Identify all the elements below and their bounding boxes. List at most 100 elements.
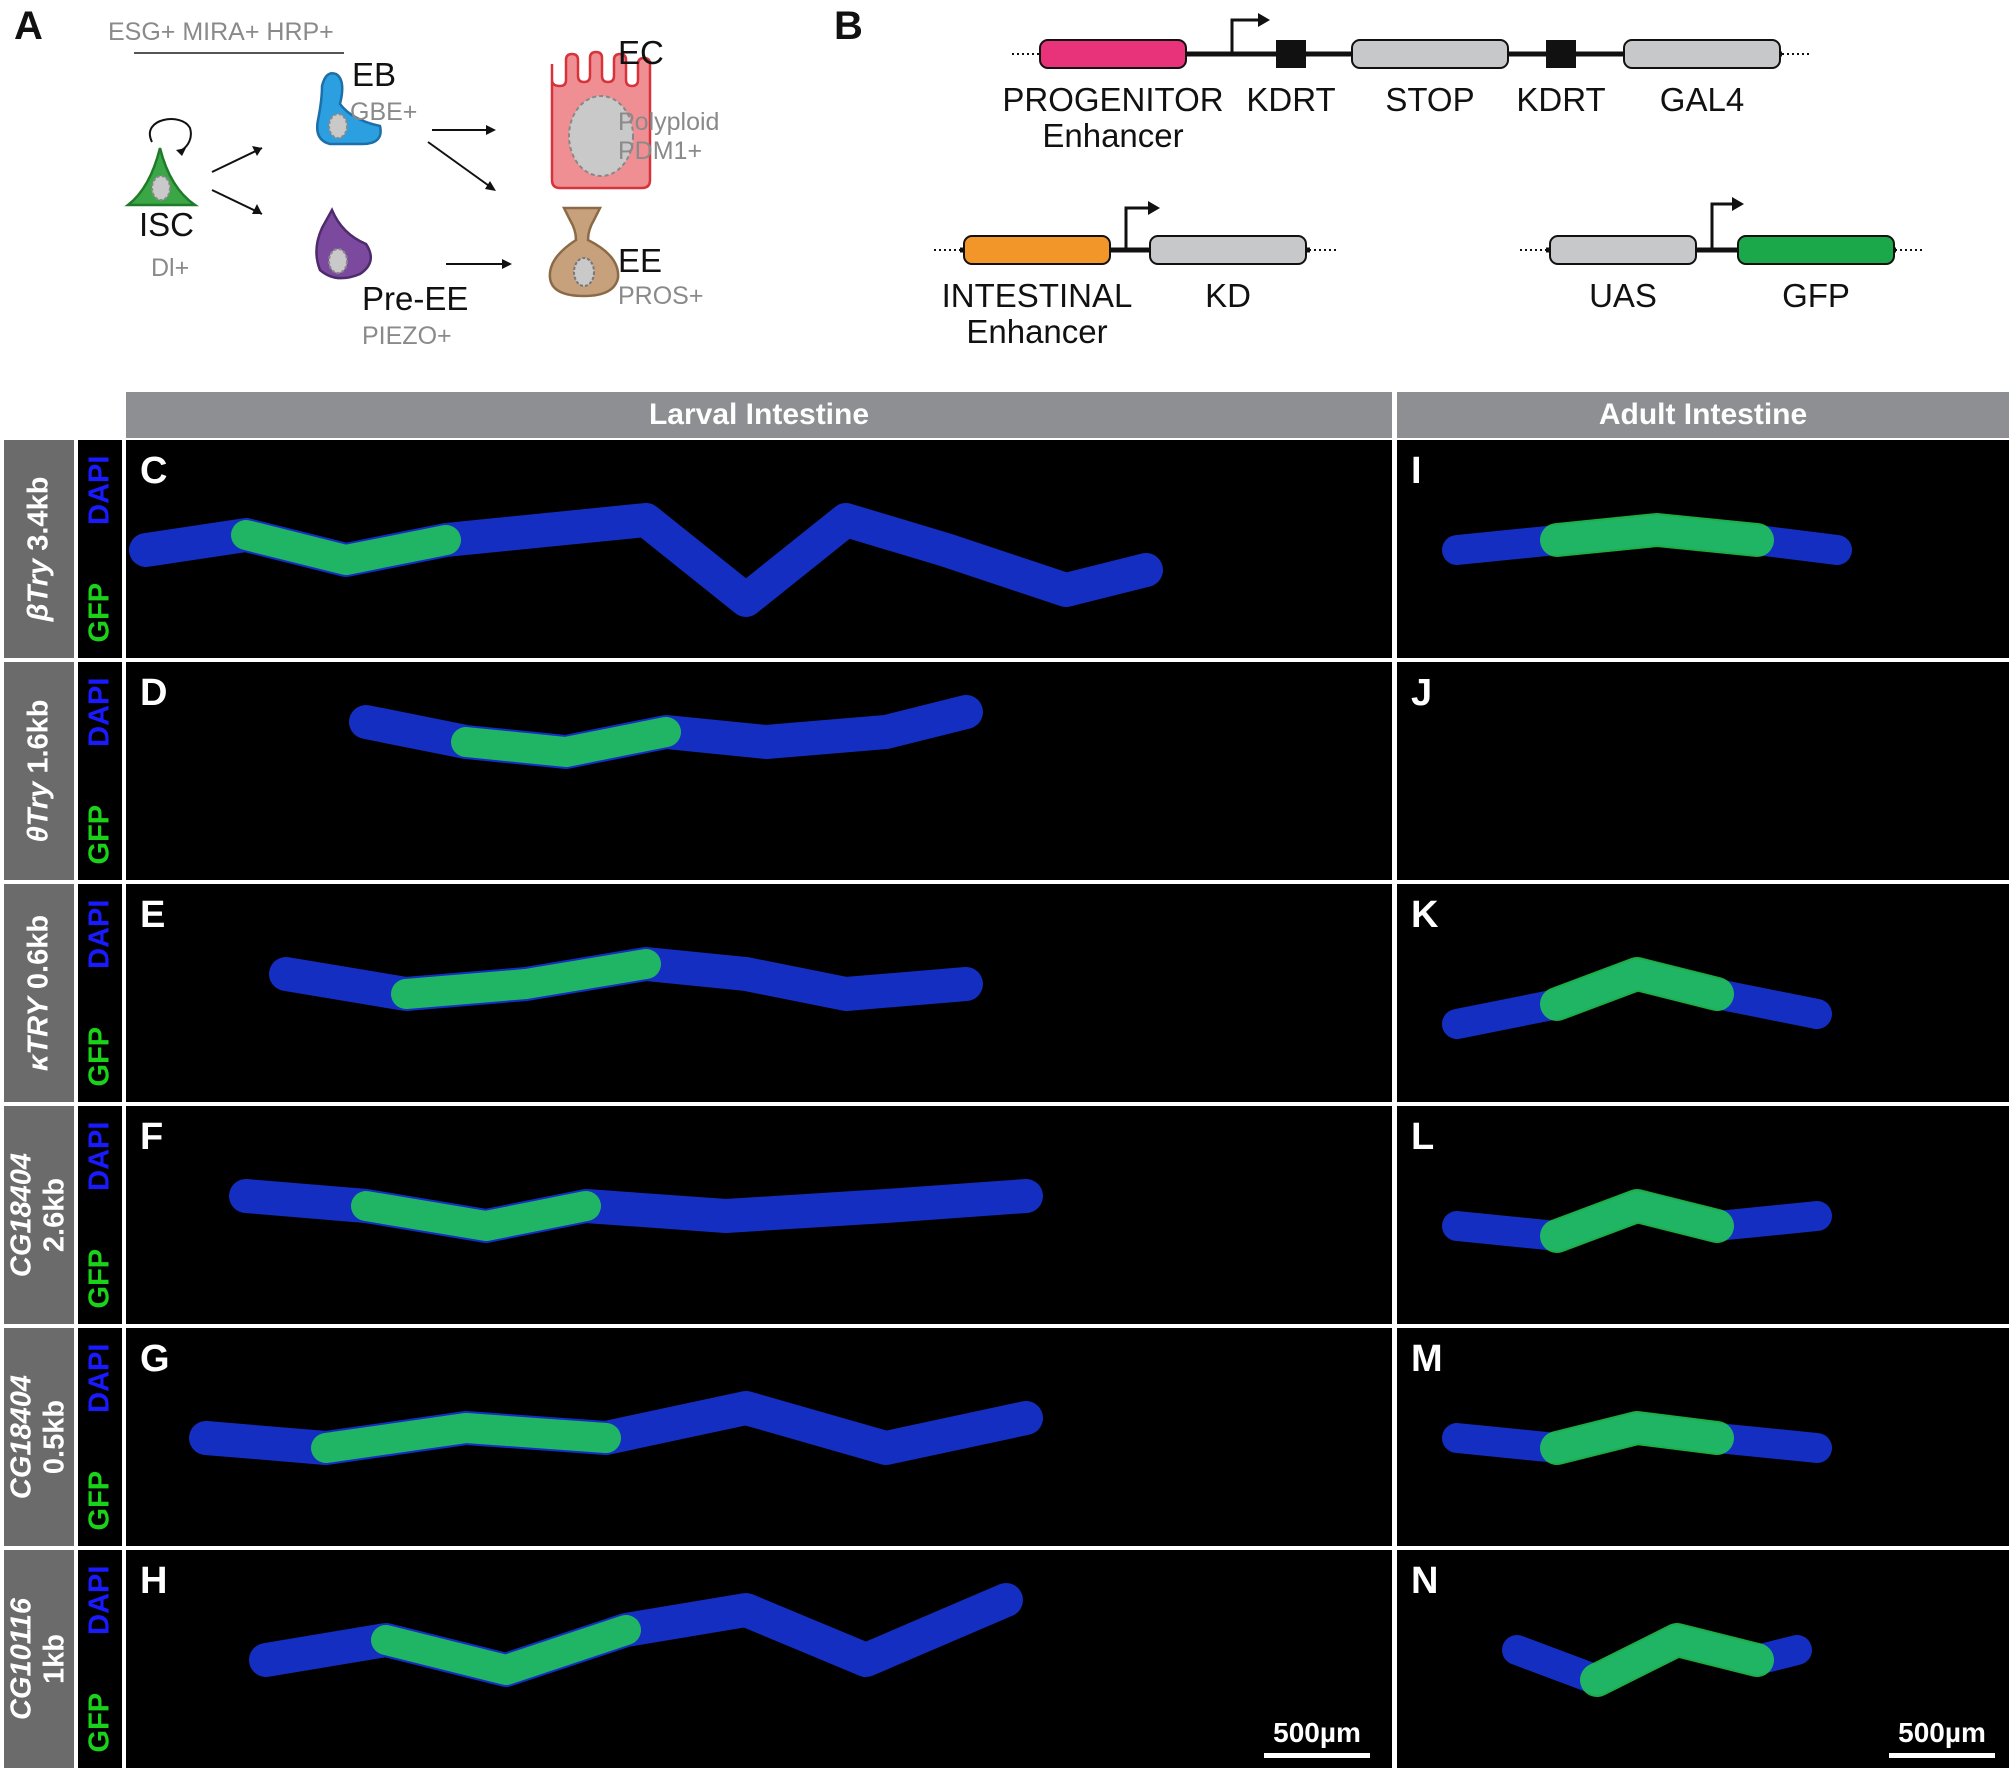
panel-letter: H	[140, 1560, 168, 1602]
gene-name: κTRY	[22, 997, 55, 1072]
channel-label: GFP DAPI	[78, 662, 122, 880]
larval-image-panel: E	[126, 884, 1392, 1102]
eb-label: EB	[352, 56, 397, 93]
progenitor-enhancer-label: PROGENITOR Enhancer	[1002, 81, 1224, 155]
adult-image-panel: J	[1397, 662, 2009, 880]
uas-box	[1549, 235, 1697, 265]
progenitor-enhancer-box	[1039, 39, 1187, 69]
dapi-channel-label: DAPI	[83, 677, 116, 747]
lineage-diagram	[124, 50, 652, 298]
panel-letter: K	[1411, 894, 1439, 936]
gene-name: CG18404	[5, 1374, 38, 1500]
gfp-channel-label: GFP	[83, 1692, 116, 1753]
ee-cell-shape	[548, 206, 620, 298]
ec-marker: Polyploid PDM1+	[618, 108, 720, 165]
larval-image-panel: F	[126, 1106, 1392, 1324]
panel-a-label: A	[14, 4, 43, 48]
intestinal-enhancer-box	[963, 235, 1111, 265]
channel-label: GFP DAPI	[78, 1328, 122, 1546]
dapi-channel-label: DAPI	[83, 1343, 116, 1413]
gfp-channel-label: GFP	[83, 582, 116, 643]
larval-header: Larval Intestine	[126, 392, 1392, 438]
ee-marker: PROS+	[618, 282, 704, 310]
dapi-channel-label: DAPI	[83, 455, 116, 525]
scale-bar-label: 500µm	[1898, 1717, 1986, 1748]
channel-label: GFP DAPI	[78, 1550, 122, 1768]
gfp-box	[1737, 235, 1895, 265]
larval-image-panel: H 500µm	[126, 1550, 1392, 1768]
kd-label: KD	[1205, 277, 1251, 314]
isc-label: ISC	[139, 206, 195, 243]
kdrt-label-1: KDRT	[1246, 81, 1336, 118]
isc-marker: Dl+	[151, 254, 190, 282]
eb-marker: GBE+	[350, 98, 418, 126]
panel-letter: J	[1411, 672, 1433, 714]
kd-box	[1149, 235, 1307, 265]
promoter-arrow-1	[1230, 18, 1262, 54]
larval-image-panel: G	[126, 1328, 1392, 1546]
row-label: θTry 1.6kb	[4, 662, 74, 880]
construct-size: 1kb	[39, 1634, 71, 1684]
ee-label: EE	[618, 242, 663, 279]
construct-size: 3.4kb	[22, 476, 55, 551]
adult-image-panel: N 500µm	[1397, 1550, 2009, 1768]
larval-image-panel: D	[126, 662, 1392, 880]
panel-letter: D	[140, 672, 168, 714]
construct-size: 1.6kb	[22, 699, 55, 774]
scale-bar: 500µm	[1889, 1717, 1995, 1758]
scale-bar-label: 500µm	[1273, 1717, 1361, 1748]
kdrt-label-2: KDRT	[1516, 81, 1606, 118]
gal4-label: GAL4	[1659, 81, 1745, 118]
construct-size: 2.6kb	[39, 1177, 71, 1253]
panel-letter: M	[1411, 1338, 1443, 1380]
stop-label: STOP	[1385, 81, 1475, 118]
panel-letter: E	[140, 894, 166, 936]
gene-name: θTry	[22, 781, 55, 843]
panel-letter: I	[1411, 450, 1422, 492]
adult-image-panel: K	[1397, 884, 2009, 1102]
panel-letter: L	[1411, 1116, 1435, 1158]
pre-ee-marker: PIEZO+	[362, 322, 452, 350]
pre-ee-label: Pre-EE	[362, 280, 469, 317]
promoter-arrow-2	[1124, 206, 1152, 250]
channel-label: GFP DAPI	[78, 884, 122, 1102]
row-label: CG10116 1kb	[4, 1550, 74, 1768]
gfp-label: GFP	[1782, 277, 1850, 314]
gene-name: βTry	[22, 558, 55, 622]
dapi-channel-label: DAPI	[83, 1565, 116, 1635]
row-label: κTRY 0.6kb	[4, 884, 74, 1102]
channel-label: GFP DAPI	[78, 1106, 122, 1324]
gene-name: CG10116	[5, 1598, 38, 1720]
panel-b-label: B	[834, 4, 863, 48]
progenitor-markers: ESG+ MIRA+ HRP+	[108, 18, 334, 46]
dapi-channel-label: DAPI	[83, 1121, 116, 1191]
larval-image-panel: C	[126, 440, 1392, 658]
panel-letter: C	[140, 450, 168, 492]
adult-image-panel: L	[1397, 1106, 2009, 1324]
panel-letter: G	[140, 1338, 170, 1380]
scale-bar: 500µm	[1264, 1717, 1370, 1758]
self-renewal-arrow	[148, 118, 192, 151]
kdrt-box-1	[1276, 40, 1306, 68]
gfp-channel-label: GFP	[83, 1470, 116, 1531]
gfp-channel-label: GFP	[83, 1026, 116, 1087]
uas-label: UAS	[1589, 277, 1657, 314]
intestinal-enhancer-label: INTESTINAL Enhancer	[941, 277, 1133, 351]
row-label: CG18404 2.6kb	[4, 1106, 74, 1324]
panel-letter: F	[140, 1116, 164, 1158]
row-label: CG18404 0.5kb	[4, 1328, 74, 1546]
channel-label: GFP DAPI	[78, 440, 122, 658]
dapi-channel-label: DAPI	[83, 899, 116, 969]
row-label: βTry 3.4kb	[4, 440, 74, 658]
panel-letter: N	[1411, 1560, 1439, 1602]
promoter-arrow-3	[1710, 202, 1736, 250]
gfp-channel-label: GFP	[83, 1248, 116, 1309]
gal4-box	[1623, 39, 1781, 69]
ec-label: EC	[618, 34, 664, 71]
stop-box	[1351, 39, 1509, 69]
markers-underline	[134, 52, 344, 54]
adult-image-panel: I	[1397, 440, 2009, 658]
adult-header: Adult Intestine	[1397, 392, 2009, 438]
gfp-channel-label: GFP	[83, 804, 116, 865]
gene-name: CG18404	[5, 1152, 38, 1278]
